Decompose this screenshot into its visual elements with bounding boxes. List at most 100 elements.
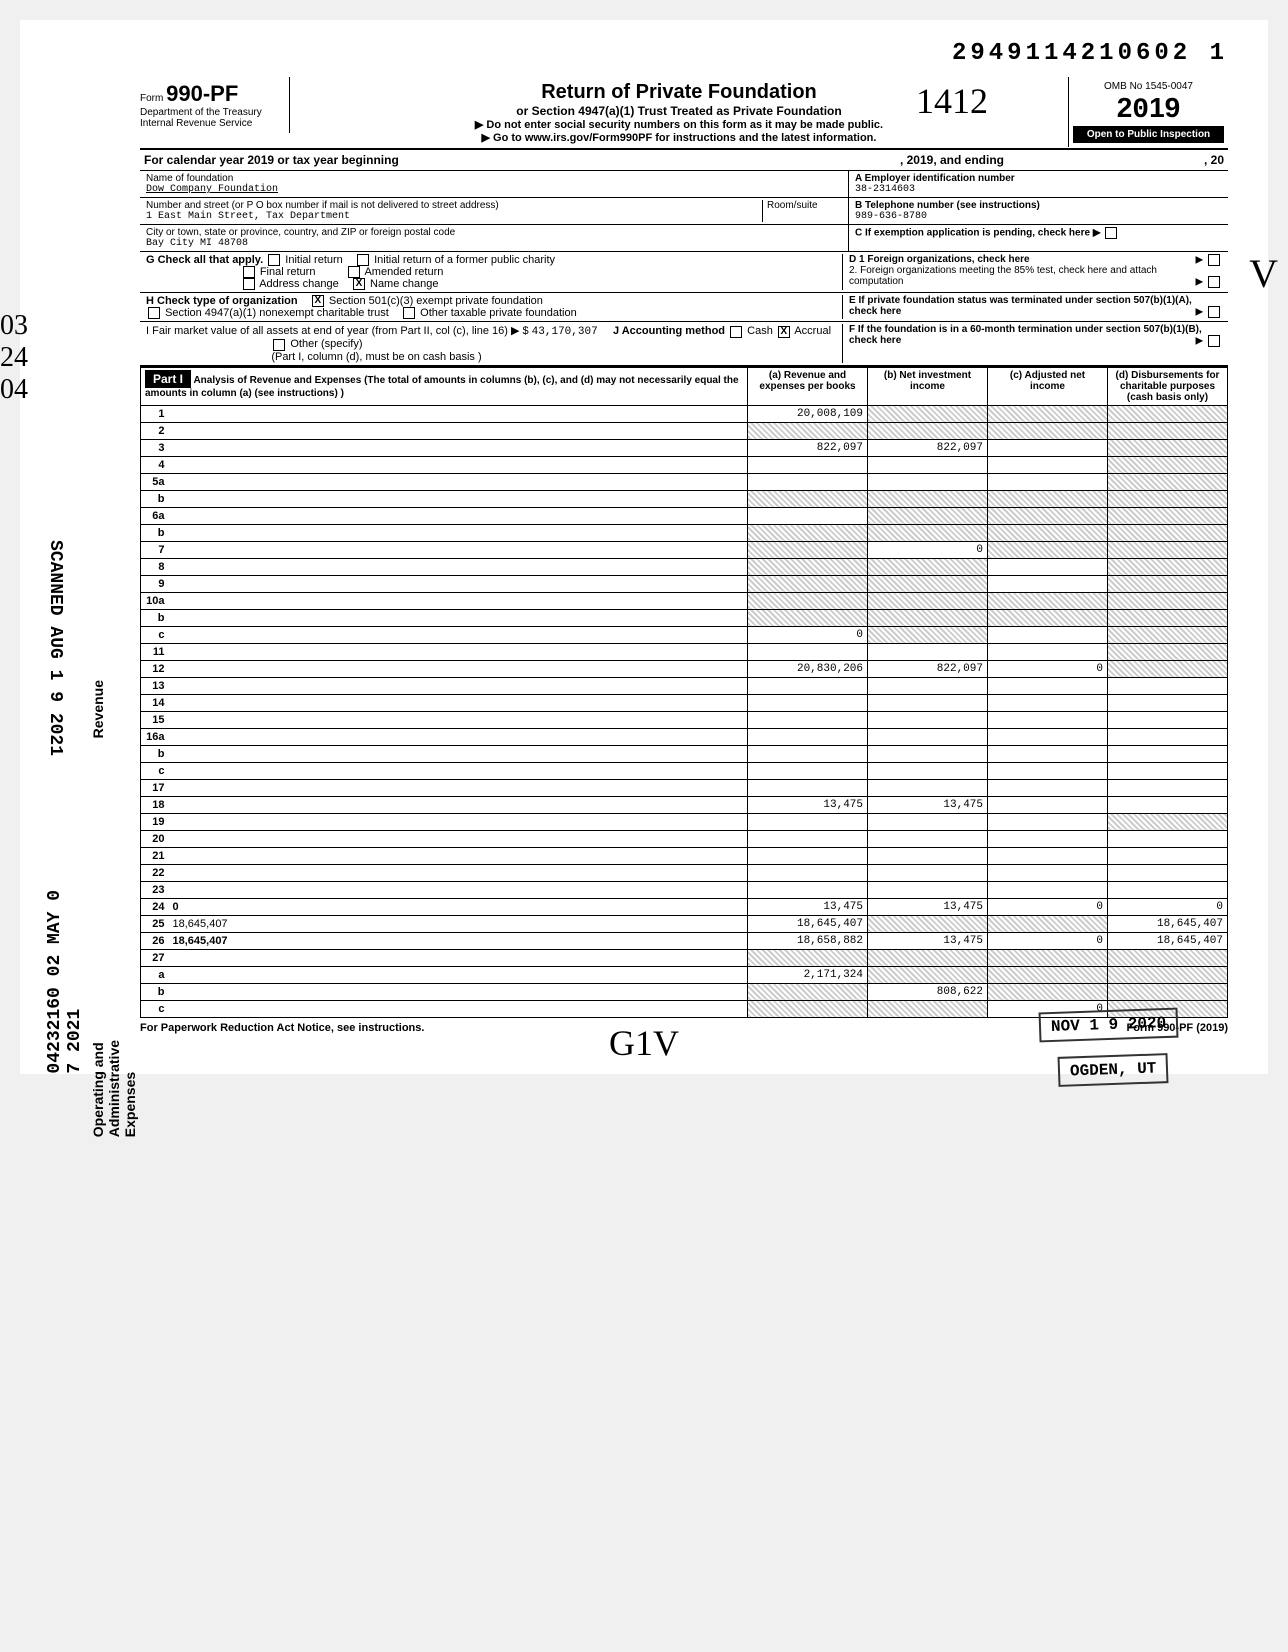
amount-cell: [868, 779, 988, 796]
line-number: 10a: [141, 592, 169, 609]
table-row: 15: [141, 711, 1228, 728]
form-id-box: Form 990-PF Department of the Treasury I…: [140, 77, 290, 133]
expenses-side-label: Operating and Administrative Expenses: [90, 1040, 138, 1137]
amount-cell: [748, 473, 868, 490]
document-locator-number: 2949114210602 1: [140, 40, 1228, 67]
initial-former-checkbox[interactable]: [357, 254, 369, 266]
amount-cell: [748, 728, 868, 745]
line-number: 24: [141, 898, 169, 915]
line-description: [169, 762, 748, 779]
table-row: 120,008,109: [141, 405, 1228, 422]
line-number: 1: [141, 405, 169, 422]
other-method-checkbox[interactable]: [273, 339, 285, 351]
foreign-org-checkbox[interactable]: [1208, 254, 1220, 266]
line-description: [169, 796, 748, 813]
amount-cell: [868, 881, 988, 898]
amount-cell: [988, 796, 1108, 813]
amount-cell: [868, 456, 988, 473]
line-number: 21: [141, 847, 169, 864]
line-description: [169, 592, 748, 609]
line-description: [169, 490, 748, 507]
amount-cell: [1108, 949, 1228, 966]
amount-cell: [1108, 660, 1228, 677]
other-taxable-checkbox[interactable]: [403, 307, 415, 319]
table-row: 21: [141, 847, 1228, 864]
amount-cell: [868, 507, 988, 524]
final-return-checkbox[interactable]: [243, 266, 255, 278]
line-description: [169, 813, 748, 830]
line-number: c: [141, 762, 169, 779]
phone-label: B Telephone number (see instructions): [855, 200, 1222, 211]
cash-basis-note: (Part I, column (d), must be on cash bas…: [271, 351, 481, 363]
open-public-inspection: Open to Public Inspection: [1073, 126, 1224, 143]
amount-cell: [748, 745, 868, 762]
amount-cell: [1108, 677, 1228, 694]
amount-cell: [988, 745, 1108, 762]
exemption-pending-label: C If exemption application is pending, c…: [855, 228, 1101, 239]
amount-cell: 0: [748, 626, 868, 643]
amount-cell: [988, 813, 1108, 830]
4947-trust-label: Section 4947(a)(1) nonexempt charitable …: [165, 307, 389, 319]
table-row: 6a: [141, 507, 1228, 524]
amount-cell: [988, 626, 1108, 643]
vertical-number: 04232160 02 MAY 0 7 2021: [45, 880, 85, 1074]
status-terminated-checkbox[interactable]: [1208, 306, 1220, 318]
60-month-checkbox[interactable]: [1208, 335, 1220, 347]
phone-value: 989-636-8780: [855, 211, 1222, 222]
cash-checkbox[interactable]: [730, 326, 742, 338]
foundation-name: Dow Company Foundation: [146, 184, 842, 195]
amount-cell: [1108, 847, 1228, 864]
amount-cell: [988, 779, 1108, 796]
exemption-pending-checkbox[interactable]: [1105, 227, 1117, 239]
501c3-label: Section 501(c)(3) exempt private foundat…: [329, 295, 543, 307]
table-row: b808,622: [141, 983, 1228, 1000]
amount-cell: 20,830,206: [748, 660, 868, 677]
amount-cell: [988, 677, 1108, 694]
cal-year-prefix: For calendar year 2019 or tax year begin…: [144, 153, 399, 167]
table-row: b: [141, 524, 1228, 541]
handwritten-checkmark-right: V: [1249, 250, 1278, 297]
amount-cell: [868, 966, 988, 983]
amount-cell: 0: [1108, 898, 1228, 915]
amount-cell: [868, 473, 988, 490]
ogden-stamp: OGDEN, UT: [1057, 1053, 1168, 1087]
address-change-checkbox[interactable]: [243, 278, 255, 290]
table-row: a2,171,324: [141, 966, 1228, 983]
amount-cell: [868, 677, 988, 694]
amount-cell: [988, 524, 1108, 541]
amount-cell: [748, 1000, 868, 1017]
handwritten-bottom: G1V: [609, 1022, 679, 1064]
table-row: 5a: [141, 473, 1228, 490]
table-row: b: [141, 745, 1228, 762]
line-description: [169, 983, 748, 1000]
table-row: c0: [141, 626, 1228, 643]
g-label: G Check all that apply.: [146, 254, 263, 266]
accrual-checkbox[interactable]: [778, 326, 790, 338]
amount-cell: [868, 915, 988, 932]
501c3-checkbox[interactable]: [312, 295, 324, 307]
foreign-85-checkbox[interactable]: [1208, 276, 1220, 288]
amount-cell: [1108, 558, 1228, 575]
row-i: I Fair market value of all assets at end…: [140, 322, 1228, 366]
4947-trust-checkbox[interactable]: [148, 307, 160, 319]
amount-cell: [988, 422, 1108, 439]
amount-cell: [988, 694, 1108, 711]
amended-return-checkbox[interactable]: [348, 266, 360, 278]
form-number: 990-PF: [166, 81, 238, 106]
line-description: [169, 507, 748, 524]
initial-return-checkbox[interactable]: [268, 254, 280, 266]
amount-cell: [988, 983, 1108, 1000]
amount-cell: [1108, 694, 1228, 711]
other-taxable-label: Other taxable private foundation: [420, 307, 577, 319]
cal-year-mid: , 2019, and ending: [900, 153, 1004, 167]
name-change-label: Name change: [370, 278, 439, 290]
line-description: [169, 949, 748, 966]
amount-cell: [1108, 966, 1228, 983]
amount-cell: 13,475: [748, 898, 868, 915]
cal-year-suffix: , 20: [1204, 153, 1224, 167]
name-change-checkbox[interactable]: [353, 278, 365, 290]
line-description: [169, 966, 748, 983]
amount-cell: [1108, 983, 1228, 1000]
amount-cell: [748, 694, 868, 711]
table-row: 17: [141, 779, 1228, 796]
